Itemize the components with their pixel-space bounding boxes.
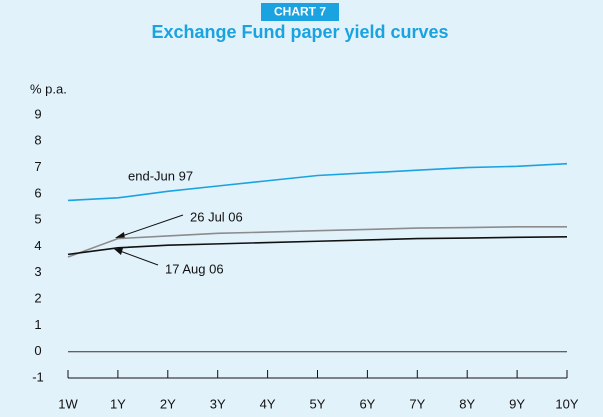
y-axis-label: % p.a.: [30, 81, 67, 96]
y-tick-label: 8: [34, 133, 41, 148]
y-tick-label: 3: [34, 264, 41, 279]
x-tick-label: 1Y: [110, 396, 126, 411]
chart-title: Exchange Fund paper yield curves: [151, 22, 448, 42]
annotation-arrow: [121, 214, 184, 237]
badge-box: [261, 3, 339, 21]
series-label: end-Jun 97: [128, 168, 193, 183]
x-tick-label: 8Y: [459, 396, 475, 411]
y-tick-label: 4: [34, 238, 41, 253]
series-label: 17 Aug 06: [165, 261, 224, 276]
y-tick-label: 1: [34, 317, 41, 332]
x-tick-label: 5Y: [310, 396, 326, 411]
y-tick-label: -1: [32, 369, 44, 384]
x-tick-label: 2Y: [160, 396, 176, 411]
series-label: 26 Jul 06: [190, 209, 243, 224]
annotation-arrow: [119, 250, 159, 266]
x-tick-label: 10Y: [555, 396, 578, 411]
y-tick-label: 2: [34, 291, 41, 306]
x-tick-label: 4Y: [260, 396, 276, 411]
y-tick-label: 0: [34, 343, 41, 358]
arrow-head: [114, 248, 123, 255]
arrow-head: [115, 232, 125, 239]
x-tick-label: 9Y: [509, 396, 525, 411]
series-line: [67, 225, 567, 258]
y-tick-label: 7: [34, 159, 41, 174]
y-tick-label: 6: [34, 185, 41, 200]
badge: CHART 7: [274, 5, 326, 19]
x-tick-label: 6Y: [359, 396, 375, 411]
x-tick-label: 3Y: [210, 396, 226, 411]
series-line: [67, 235, 568, 256]
series-line: [67, 162, 568, 202]
y-tick-label: 5: [34, 212, 41, 227]
x-tick-label: 1W: [58, 396, 78, 411]
x-tick-label: 7Y: [409, 396, 425, 411]
y-tick-label: 9: [34, 106, 41, 121]
